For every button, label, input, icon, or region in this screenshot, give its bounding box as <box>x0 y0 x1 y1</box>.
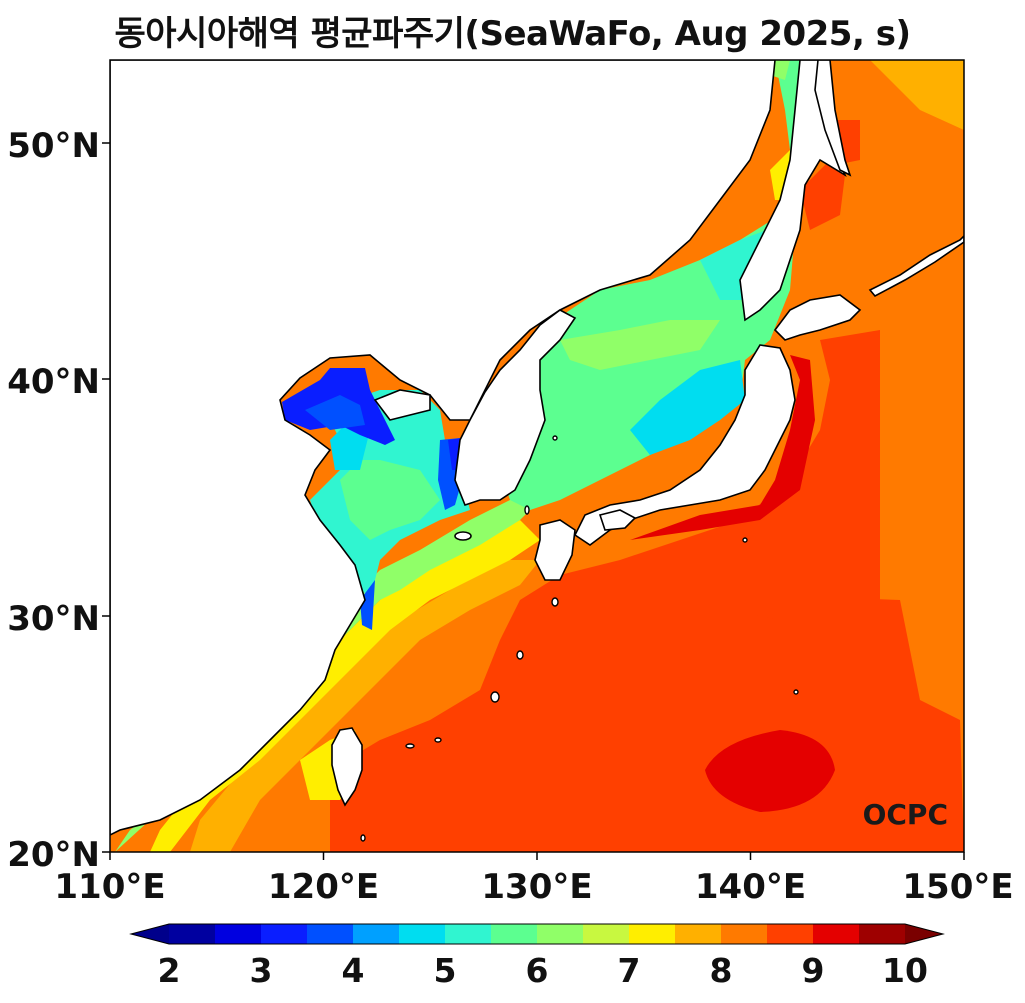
colorbar-tick-6: 6 <box>526 951 549 990</box>
y-tick-30: 30°N <box>7 599 100 639</box>
y-tick-50: 50°N <box>7 126 100 166</box>
colorbar-extend-low <box>131 924 169 944</box>
x-tick-120: 120°E <box>268 867 379 907</box>
colorbar-tick-5: 5 <box>434 951 457 990</box>
colorbar-tick-10: 10 <box>882 951 928 990</box>
colorbar-segment <box>629 924 675 944</box>
colorbar-segment <box>169 924 215 944</box>
colorbar-segment <box>261 924 307 944</box>
x-tick-130: 130°E <box>481 867 592 907</box>
colorbar-segment <box>491 924 537 944</box>
x-tick-150: 150°E <box>902 867 1013 907</box>
colorbar-segment <box>445 924 491 944</box>
colorbar-segment <box>721 924 767 944</box>
y-tick-40: 40°N <box>7 362 100 402</box>
colorbar-segment <box>859 924 905 944</box>
colorbar-segment <box>767 924 813 944</box>
tick-marks <box>102 142 965 860</box>
colorbar-segment <box>537 924 583 944</box>
colorbar <box>129 923 945 945</box>
colorbar-segment <box>675 924 721 944</box>
ocpc-logo: OCPC <box>863 798 948 831</box>
colorbar-tick-3: 3 <box>250 951 273 990</box>
colorbar-segment <box>813 924 859 944</box>
colorbar-tick-8: 8 <box>710 951 733 990</box>
colorbar-extend-high <box>905 924 943 944</box>
land-masses <box>110 60 964 836</box>
colorbar-segment <box>215 924 261 944</box>
colorbar-segment <box>583 924 629 944</box>
colorbar-segment <box>307 924 353 944</box>
x-tick-140: 140°E <box>695 867 806 907</box>
small-islands <box>360 435 799 842</box>
colorbar-outline <box>129 923 945 945</box>
colorbar-tick-9: 9 <box>802 951 825 990</box>
colorbar-tick-4: 4 <box>342 951 365 990</box>
colorbar-segment <box>353 924 399 944</box>
colorbar-tick-7: 7 <box>618 951 641 990</box>
colorbar-tick-2: 2 <box>158 951 181 990</box>
colorbar-segment <box>399 924 445 944</box>
y-tick-20: 20°N <box>7 835 100 875</box>
map-title: 동아시아해역 평균파주기(SeaWaFo, Aug 2025, s) <box>114 14 912 54</box>
x-tick-110: 110°E <box>54 867 165 907</box>
